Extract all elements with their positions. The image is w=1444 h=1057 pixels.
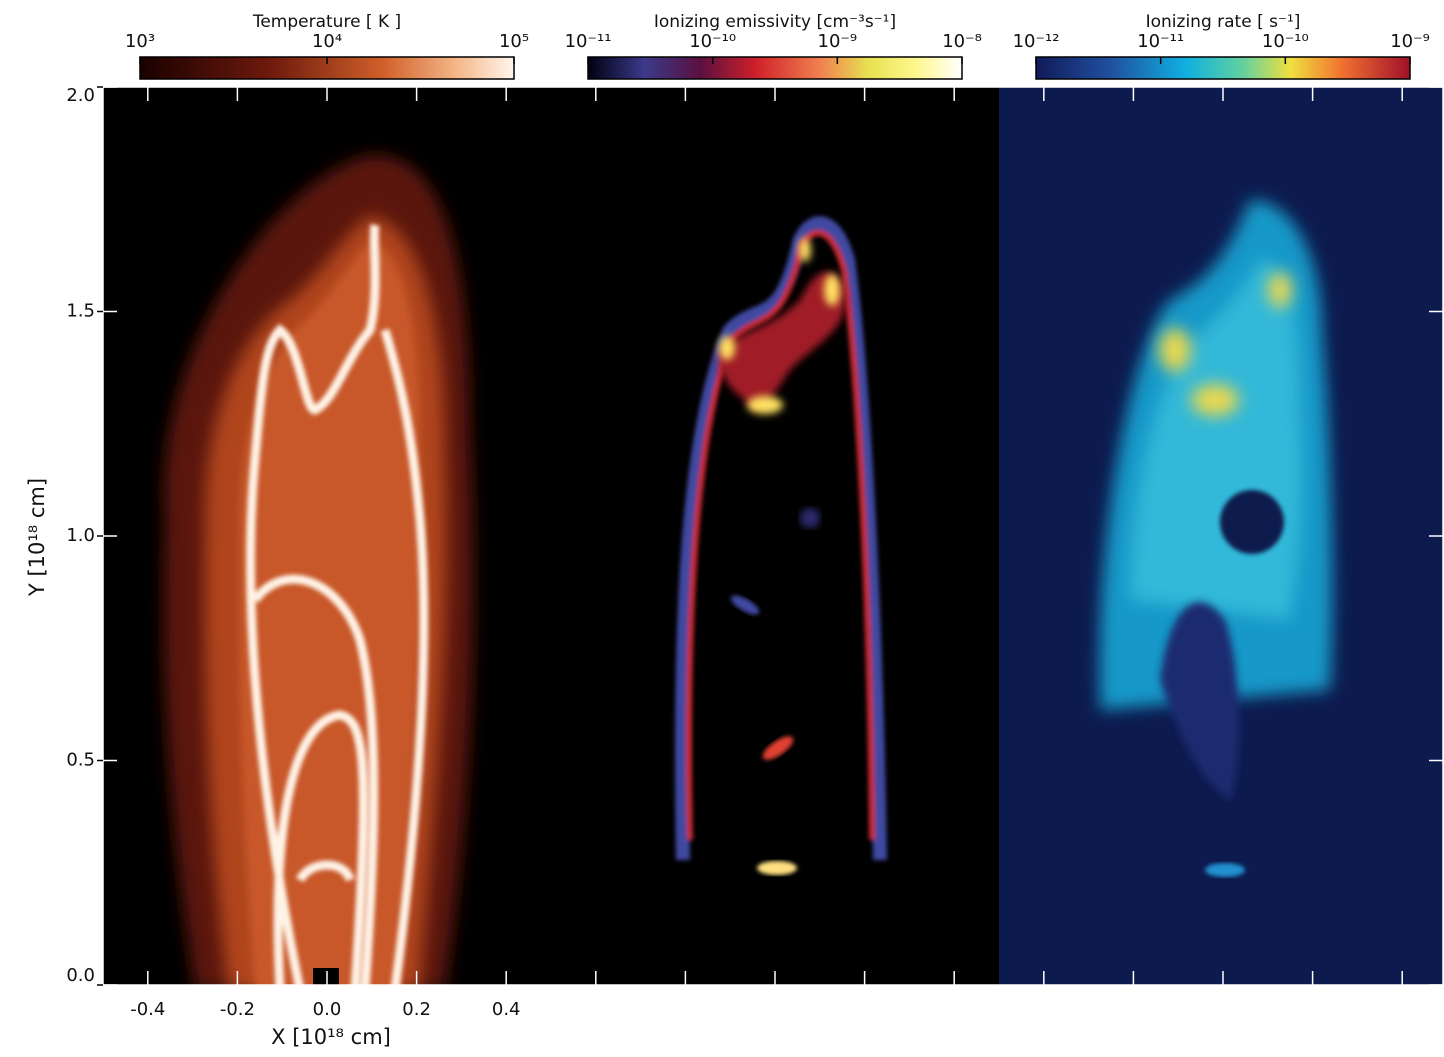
x-tick-label: 0.2 bbox=[402, 999, 431, 1020]
colorbar-tick-label: 10⁻¹⁰ bbox=[1262, 31, 1309, 52]
x-tick-label: -0.2 bbox=[220, 999, 255, 1020]
colorbar-title: Ionizing rate [ s⁻¹] bbox=[1146, 12, 1301, 32]
colorbar-tick-label: 10⁻¹² bbox=[1013, 31, 1060, 52]
colorbar-tick-label: 10⁻⁹ bbox=[818, 31, 858, 52]
colorbar-tick-label: 10⁴ bbox=[312, 31, 342, 52]
colorbar-tick-label: 10⁻⁸ bbox=[942, 31, 982, 52]
colorbar-tick-label: 10⁻¹¹ bbox=[1137, 31, 1184, 52]
x-tick-label: 0.0 bbox=[313, 999, 342, 1020]
y-tick-label: 1.5 bbox=[66, 301, 95, 322]
y-axis-label: Y [10¹⁸ cm] bbox=[25, 478, 49, 597]
x-tick-label: -0.4 bbox=[130, 999, 165, 1020]
y-tick-label: 2.0 bbox=[66, 85, 95, 106]
x-tick-label: 0.4 bbox=[492, 999, 521, 1020]
colorbar-tick-label: 10³ bbox=[125, 31, 155, 52]
y-tick-label: 0.5 bbox=[66, 750, 95, 771]
colorbar bbox=[1036, 57, 1410, 79]
colorbar-tick-label: 10⁵ bbox=[499, 31, 529, 52]
colorbar-tick-label: 10⁻¹⁰ bbox=[689, 31, 736, 52]
colorbar-tick-label: 10⁻¹¹ bbox=[565, 31, 612, 52]
colorbar-title: Temperature [ K ] bbox=[252, 12, 401, 32]
temperature-map bbox=[103, 87, 551, 990]
colorbar-tick-label: 10⁻⁹ bbox=[1390, 31, 1430, 52]
y-tick-label: 0.0 bbox=[66, 965, 95, 986]
emissivity-map bbox=[551, 87, 999, 985]
x-axis-label: X [10¹⁸ cm] bbox=[271, 1025, 391, 1049]
colorbar bbox=[588, 57, 962, 79]
figure: X [10¹⁸ cm] Y [10¹⁸ cm] Temperature [ K … bbox=[0, 0, 1444, 1057]
colorbar-title: Ionizing emissivity [cm⁻³s⁻¹] bbox=[654, 12, 896, 32]
y-tick-label: 1.0 bbox=[66, 525, 95, 546]
ionization-map bbox=[999, 87, 1444, 985]
